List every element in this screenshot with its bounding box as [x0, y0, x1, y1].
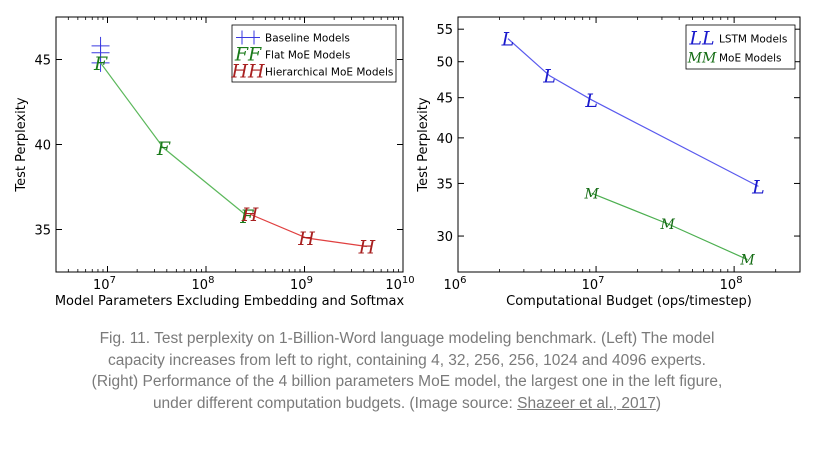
series-line — [507, 38, 759, 187]
y-tick-label: 40 — [436, 132, 453, 147]
legend-box — [685, 24, 796, 70]
series-line — [249, 213, 367, 248]
legend-label: Hierarchical MoE Models — [265, 67, 393, 79]
figure-canvas: 107 108 109 1010 35 40 45 Model Parameters Excl… — [14, 16, 801, 309]
data-point-marker: F — [239, 206, 254, 228]
y-tick-label: 30 — [436, 230, 453, 245]
y-tick-label: 40 — [34, 139, 51, 154]
data-point-marker: M — [739, 253, 755, 269]
data-point-marker: L — [542, 66, 556, 88]
legend-label: Baseline Models — [265, 33, 350, 45]
data-point-marker: H — [358, 237, 376, 259]
y-tick-label: 35 — [436, 177, 453, 192]
plot-frame — [457, 16, 801, 273]
legend-label: MoE Models — [719, 53, 781, 65]
legend-box — [231, 24, 397, 83]
y-tick-label: 45 — [34, 54, 51, 69]
legend-label: LSTM Models — [719, 34, 787, 46]
x-tick-label: 106 — [444, 275, 467, 293]
x-axis-label: Model Parameters Excluding Embedding and… — [55, 294, 405, 309]
legend-label: Flat MoE Models — [265, 50, 350, 62]
data-point-marker: M — [659, 217, 675, 233]
series-line — [100, 62, 248, 217]
figure-caption: Fig. 11. Test perplexity on 1-Billion-Wo… — [90, 328, 724, 414]
x-tick-label: 108 — [720, 275, 743, 293]
x-tick-label: 109 — [290, 275, 313, 293]
y-tick-label: 55 — [436, 23, 453, 38]
y-tick-label: 50 — [436, 56, 453, 71]
data-point-marker: L — [501, 29, 515, 51]
data-point-marker: H — [297, 228, 315, 250]
legend-marker: HH — [230, 61, 265, 83]
source-link[interactable]: Shazeer et al., 2017 — [517, 394, 656, 412]
left-chart: 107 108 109 1010 35 40 45 Model Parameters Excl… — [14, 16, 415, 309]
caption-tail: ) — [655, 394, 662, 412]
data-point-marker: M — [584, 186, 600, 202]
x-tick-label: 107 — [582, 275, 605, 293]
data-point-marker: H — [241, 204, 259, 226]
series-line — [591, 192, 748, 261]
y-axis-label: Test Perplexity — [416, 97, 431, 192]
y-axis-label: Test Perplexity — [14, 97, 29, 192]
x-tick-label: 1010 — [385, 275, 414, 293]
data-point-marker: L — [584, 90, 598, 112]
y-tick-label: 35 — [34, 224, 51, 239]
legend-marker: LL — [688, 28, 714, 50]
caption-text: Fig. 11. Test perplexity on 1-Billion-Wo… — [91, 330, 723, 412]
x-axis-label: Computational Budget (ops/timestep) — [506, 294, 752, 309]
x-tick-label: 108 — [192, 275, 215, 293]
x-tick-label: 107 — [93, 275, 116, 293]
y-tick-label: 45 — [436, 92, 453, 107]
right-chart: 106 107 108 30 35 40 45 50 55 Computational Budge… — [416, 16, 801, 309]
legend-marker: FF — [234, 44, 262, 66]
data-point-marker: L — [751, 176, 765, 198]
data-point-marker: F — [93, 53, 108, 75]
legend-marker: MM — [687, 51, 717, 67]
data-point-marker: F — [156, 138, 171, 160]
